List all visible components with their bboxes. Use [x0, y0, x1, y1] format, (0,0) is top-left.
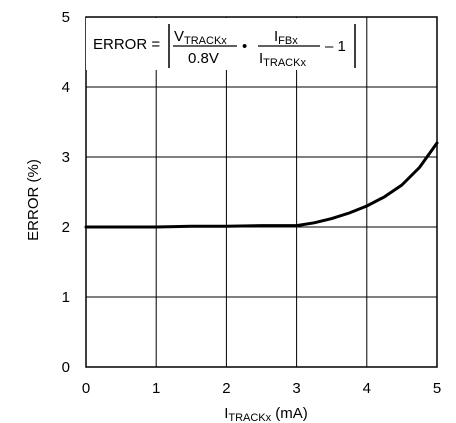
y-axis-label: ERROR (%): [25, 159, 42, 241]
fraction2-numerator: IFBx: [274, 28, 298, 47]
fraction1-numerator: VTRACKx: [174, 28, 227, 47]
y-tick-labels: 0 1 2 3 4 5: [62, 9, 70, 376]
x-tick-label: 4: [363, 380, 371, 397]
x-axis-label: ITRACKx (mA): [224, 405, 308, 423]
y-tick-label: 2: [62, 219, 70, 236]
y-tick-label: 0: [62, 359, 70, 376]
y-tick-label: 4: [62, 79, 70, 96]
fraction1-denominator: 0.8V: [188, 50, 219, 67]
x-tick-labels: 0 1 2 3 4 5: [82, 380, 441, 397]
x-tick-label: 5: [433, 380, 441, 397]
formula-lhs: ERROR =: [93, 36, 160, 53]
fraction2-denominator: ITRACKx: [259, 50, 306, 69]
x-tick-label: 0: [82, 380, 90, 397]
formula-annotation: ERROR = VTRACKx 0.8V • IFBx ITRACKx – 1: [86, 18, 366, 70]
y-tick-label: 5: [62, 9, 70, 26]
y-tick-label: 3: [62, 149, 70, 166]
y-tick-label: 1: [62, 289, 70, 306]
series-layer: [84, 141, 439, 229]
x-tick-label: 3: [292, 380, 300, 397]
x-tick-label: 1: [152, 380, 160, 397]
series-line: [84, 141, 439, 229]
plot-area: [85, 16, 438, 368]
plot-frame: [85, 16, 438, 368]
formula-dot: •: [242, 38, 247, 55]
formula-tail: – 1: [325, 38, 346, 55]
formula-box: [86, 18, 366, 70]
x-tick-label: 2: [222, 380, 230, 397]
